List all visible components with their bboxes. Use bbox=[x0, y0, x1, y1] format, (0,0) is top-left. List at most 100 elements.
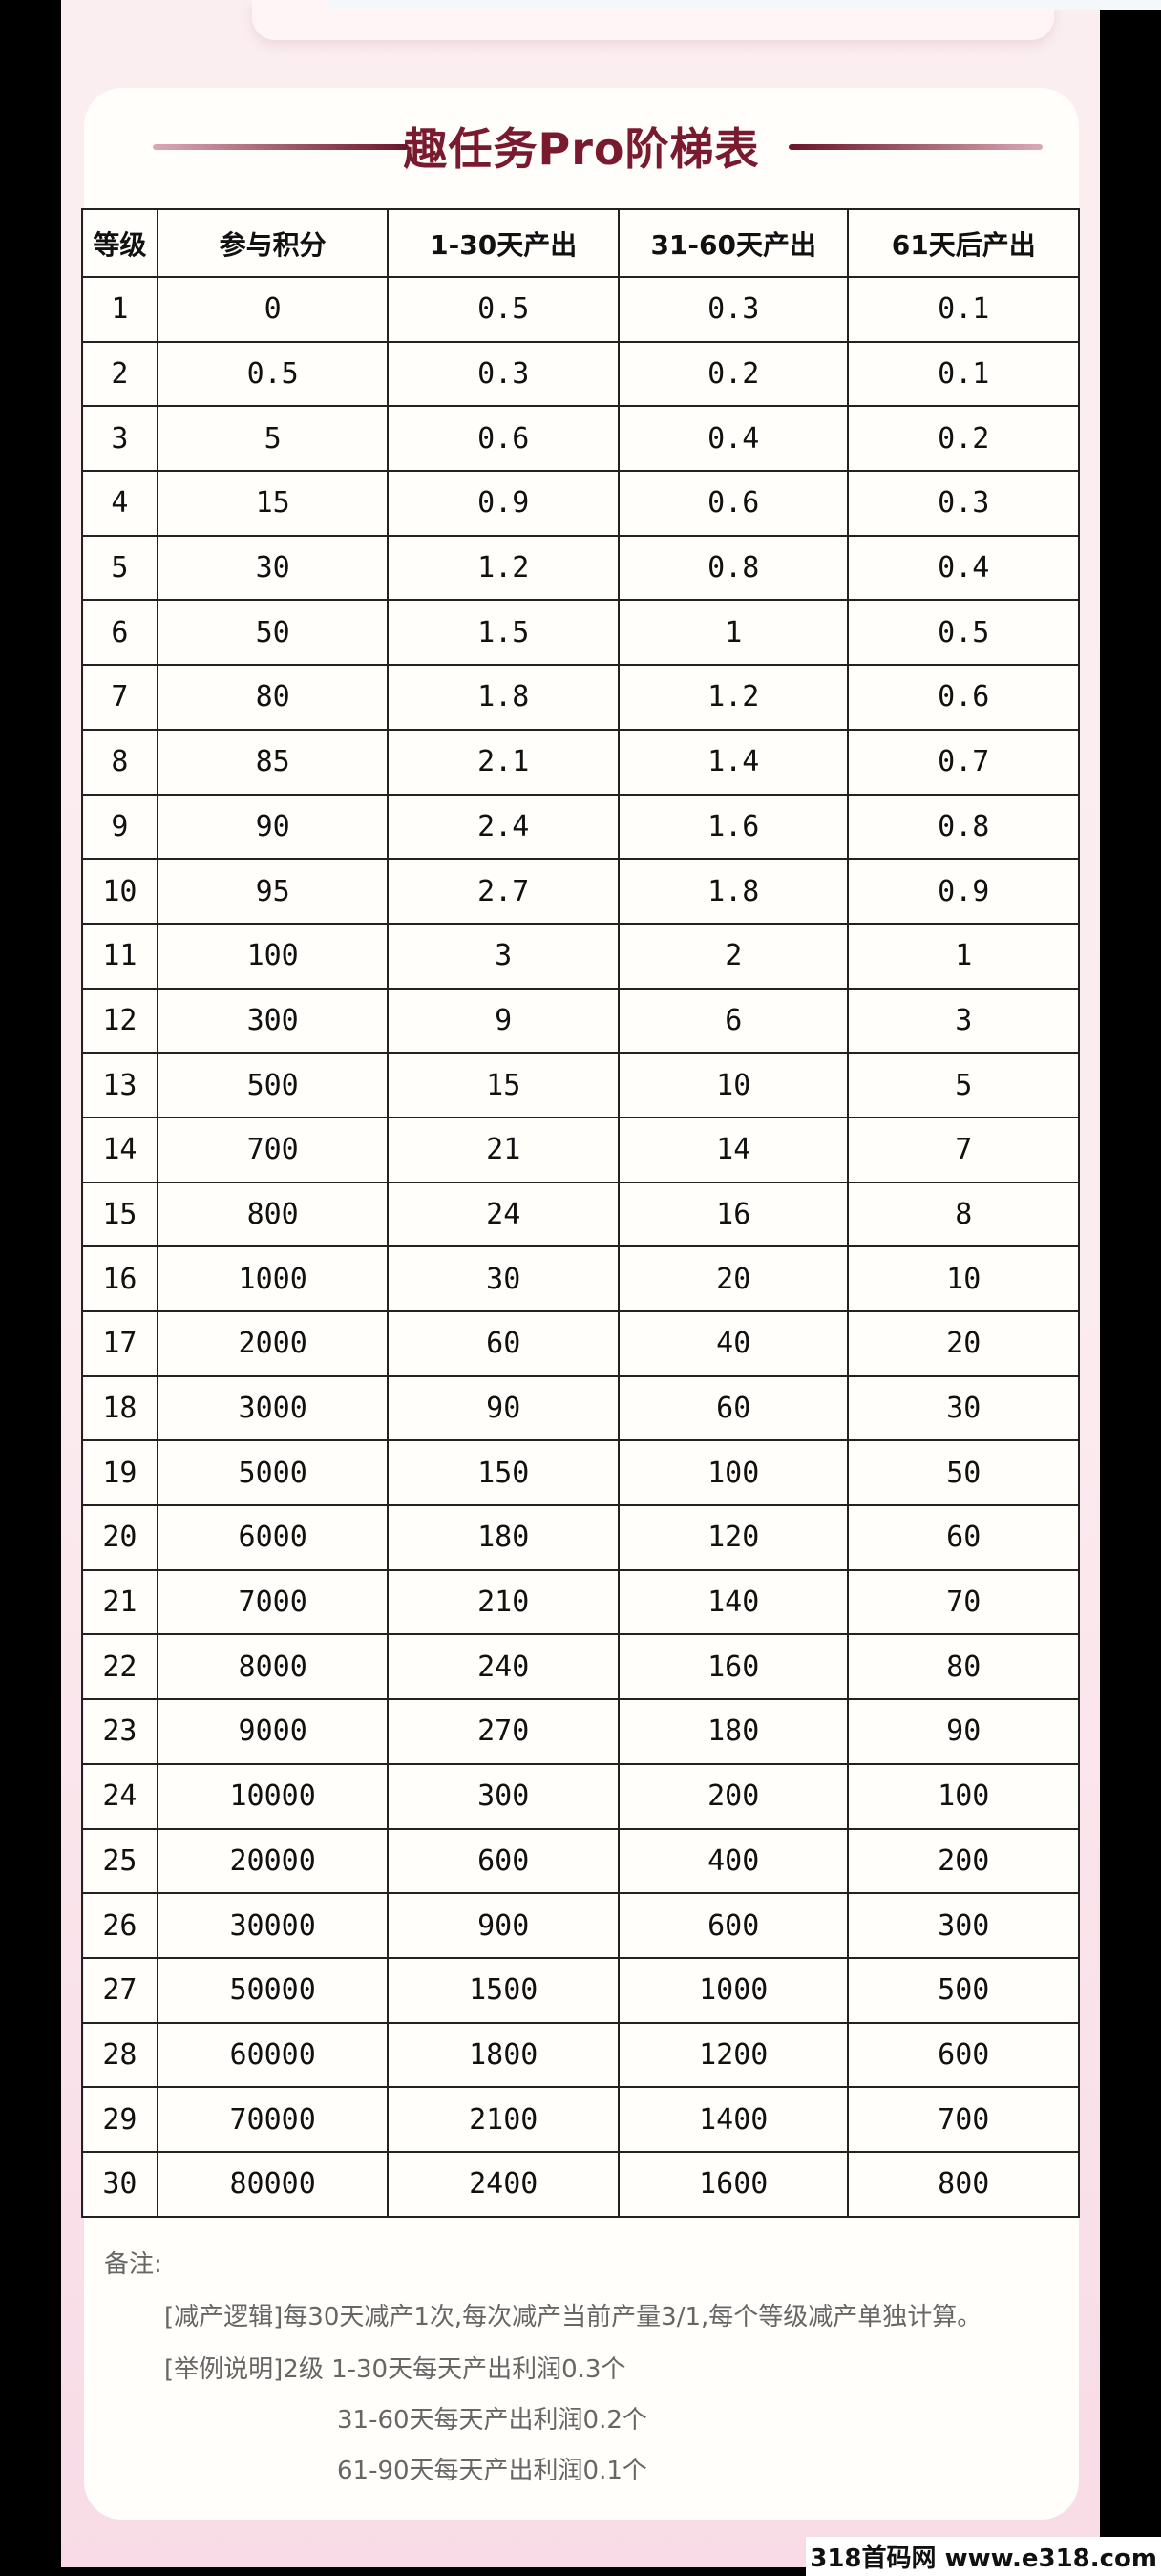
table-row: 7 80 1.8 1.2 0.6 bbox=[81, 664, 1080, 731]
table-cell: 22 bbox=[81, 1633, 158, 1701]
table-cell: 150 bbox=[387, 1439, 620, 1507]
table-cell: 28 bbox=[81, 2021, 158, 2089]
table-row: 11 100 3 2 1 bbox=[81, 922, 1080, 990]
table-cell: 300 bbox=[156, 987, 390, 1054]
table-cell: 8 bbox=[81, 728, 158, 796]
table-cell: 180 bbox=[617, 1698, 850, 1765]
note-line: [举例说明]2级 1-30天每天产出利润0.3个 bbox=[164, 2355, 626, 2384]
note-line: 31-60天每天产出利润0.2个 bbox=[337, 2406, 647, 2435]
table-cell: 90 bbox=[847, 1698, 1080, 1765]
table-cell: 0.8 bbox=[617, 534, 850, 602]
table-row: 19 5000 150 100 50 bbox=[81, 1439, 1080, 1507]
table-cell: 2 bbox=[81, 340, 158, 408]
table-cell: 9 bbox=[387, 987, 620, 1054]
table-cell: 500 bbox=[847, 1956, 1080, 2024]
table-cell: 10000 bbox=[156, 1762, 390, 1830]
table-cell: 26 bbox=[81, 1892, 158, 1959]
table-cell: 1800 bbox=[387, 2021, 620, 2089]
table-cell: 27 bbox=[81, 1956, 158, 2024]
table-cell: 6 bbox=[81, 599, 158, 667]
table-cell: 210 bbox=[387, 1568, 620, 1636]
table-cell: 3 bbox=[847, 987, 1080, 1054]
table-cell: 30 bbox=[387, 1245, 620, 1312]
table-cell: 17 bbox=[81, 1310, 158, 1377]
page-title: 趣任务Pro阶梯表 bbox=[403, 123, 760, 175]
table-cell: 14 bbox=[81, 1116, 158, 1183]
table-cell: 9000 bbox=[156, 1698, 390, 1765]
table-cell: 18 bbox=[81, 1374, 158, 1442]
table-cell: 1000 bbox=[156, 1245, 390, 1312]
table-cell: 0.8 bbox=[847, 793, 1080, 861]
table-cell: 1.8 bbox=[387, 664, 620, 731]
table-cell: 1200 bbox=[617, 2021, 850, 2089]
table-cell: 0.1 bbox=[847, 276, 1080, 343]
table-cell: 100 bbox=[617, 1439, 850, 1507]
table-cell: 0.3 bbox=[387, 340, 620, 408]
column-header: 参与积分 bbox=[156, 208, 390, 278]
note-line: 61-90天每天产出利润0.1个 bbox=[337, 2457, 647, 2485]
table-cell: 60 bbox=[847, 1504, 1080, 1571]
table-cell: 300 bbox=[847, 1892, 1080, 1959]
table-cell: 19 bbox=[81, 1439, 158, 1507]
table-cell: 600 bbox=[617, 1892, 850, 1959]
table-row: 2 0.5 0.3 0.2 0.1 bbox=[81, 340, 1080, 408]
table-cell: 30 bbox=[81, 2150, 158, 2218]
table-cell: 120 bbox=[617, 1504, 850, 1571]
title-block: 趣任务Pro阶梯表 bbox=[84, 115, 1079, 181]
table-cell: 800 bbox=[847, 2150, 1080, 2218]
table-row: 28 60000 1800 1200 600 bbox=[81, 2021, 1080, 2089]
table-cell: 3000 bbox=[156, 1374, 390, 1442]
table-cell: 1 bbox=[847, 922, 1080, 990]
table-cell: 60 bbox=[617, 1374, 850, 1442]
title-divider-left bbox=[153, 144, 409, 150]
table-row: 22 8000 240 160 80 bbox=[81, 1633, 1080, 1701]
table-row: 14 700 21 14 7 bbox=[81, 1116, 1080, 1183]
table-cell: 0.6 bbox=[387, 405, 620, 473]
table-row: 8 85 2.1 1.4 0.7 bbox=[81, 728, 1080, 796]
table-cell: 10 bbox=[81, 858, 158, 925]
table-cell: 16 bbox=[617, 1181, 850, 1248]
table-cell: 160 bbox=[617, 1633, 850, 1701]
table-cell: 0.4 bbox=[617, 405, 850, 473]
table-cell: 15 bbox=[81, 1181, 158, 1248]
table-cell: 20 bbox=[847, 1310, 1080, 1377]
table-cell: 10 bbox=[847, 1245, 1080, 1312]
table-row: 4 15 0.9 0.6 0.3 bbox=[81, 470, 1080, 537]
table-cell: 2.7 bbox=[387, 858, 620, 925]
table-cell: 1600 bbox=[617, 2150, 850, 2218]
table-cell: 95 bbox=[156, 858, 390, 925]
table-cell: 30 bbox=[847, 1374, 1080, 1442]
note-line: [减产逻辑]每30天减产1次,每次减产当前产量3/1,每个等级减产单独计算。 bbox=[164, 2303, 982, 2331]
watermark: 318首码网 www.e318.com bbox=[806, 2537, 1161, 2576]
table-cell: 0.7 bbox=[847, 728, 1080, 796]
table-row: 17 2000 60 40 20 bbox=[81, 1310, 1080, 1377]
table-row: 16 1000 30 20 10 bbox=[81, 1245, 1080, 1312]
table-cell: 30000 bbox=[156, 1892, 390, 1959]
table-cell: 40 bbox=[617, 1310, 850, 1377]
table-cell: 16 bbox=[81, 1245, 158, 1312]
table-header-row: 等级 参与积分 1-30天产出 31-60天产出 61天后产出 bbox=[81, 208, 1080, 278]
table-cell: 70 bbox=[847, 1568, 1080, 1636]
table-row: 12 300 9 6 3 bbox=[81, 987, 1080, 1054]
table-cell: 60 bbox=[387, 1310, 620, 1377]
table-row: 20 6000 180 120 60 bbox=[81, 1504, 1080, 1571]
table-cell: 15 bbox=[156, 470, 390, 537]
table-row: 23 9000 270 180 90 bbox=[81, 1698, 1080, 1765]
table-cell: 7000 bbox=[156, 1568, 390, 1636]
table-cell: 8000 bbox=[156, 1633, 390, 1701]
table-cell: 5 bbox=[847, 1052, 1080, 1118]
table-cell: 1500 bbox=[387, 1956, 620, 2024]
table-cell: 140 bbox=[617, 1568, 850, 1636]
table-cell: 200 bbox=[847, 1827, 1080, 1895]
table-cell: 1.5 bbox=[387, 599, 620, 667]
table-cell: 80000 bbox=[156, 2150, 390, 2218]
table-cell: 6000 bbox=[156, 1504, 390, 1571]
table-cell: 0.2 bbox=[617, 340, 850, 408]
table-cell: 23 bbox=[81, 1698, 158, 1765]
table-cell: 700 bbox=[156, 1116, 390, 1183]
table-row: 27 50000 1500 1000 500 bbox=[81, 1956, 1080, 2024]
table-cell: 12 bbox=[81, 987, 158, 1054]
table-row: 21 7000 210 140 70 bbox=[81, 1568, 1080, 1636]
tier-table: 等级 参与积分 1-30天产出 31-60天产出 61天后产出 1 0 0.5 0.3 0.1 2… bbox=[81, 208, 1080, 2218]
table-cell: 70000 bbox=[156, 2086, 390, 2153]
